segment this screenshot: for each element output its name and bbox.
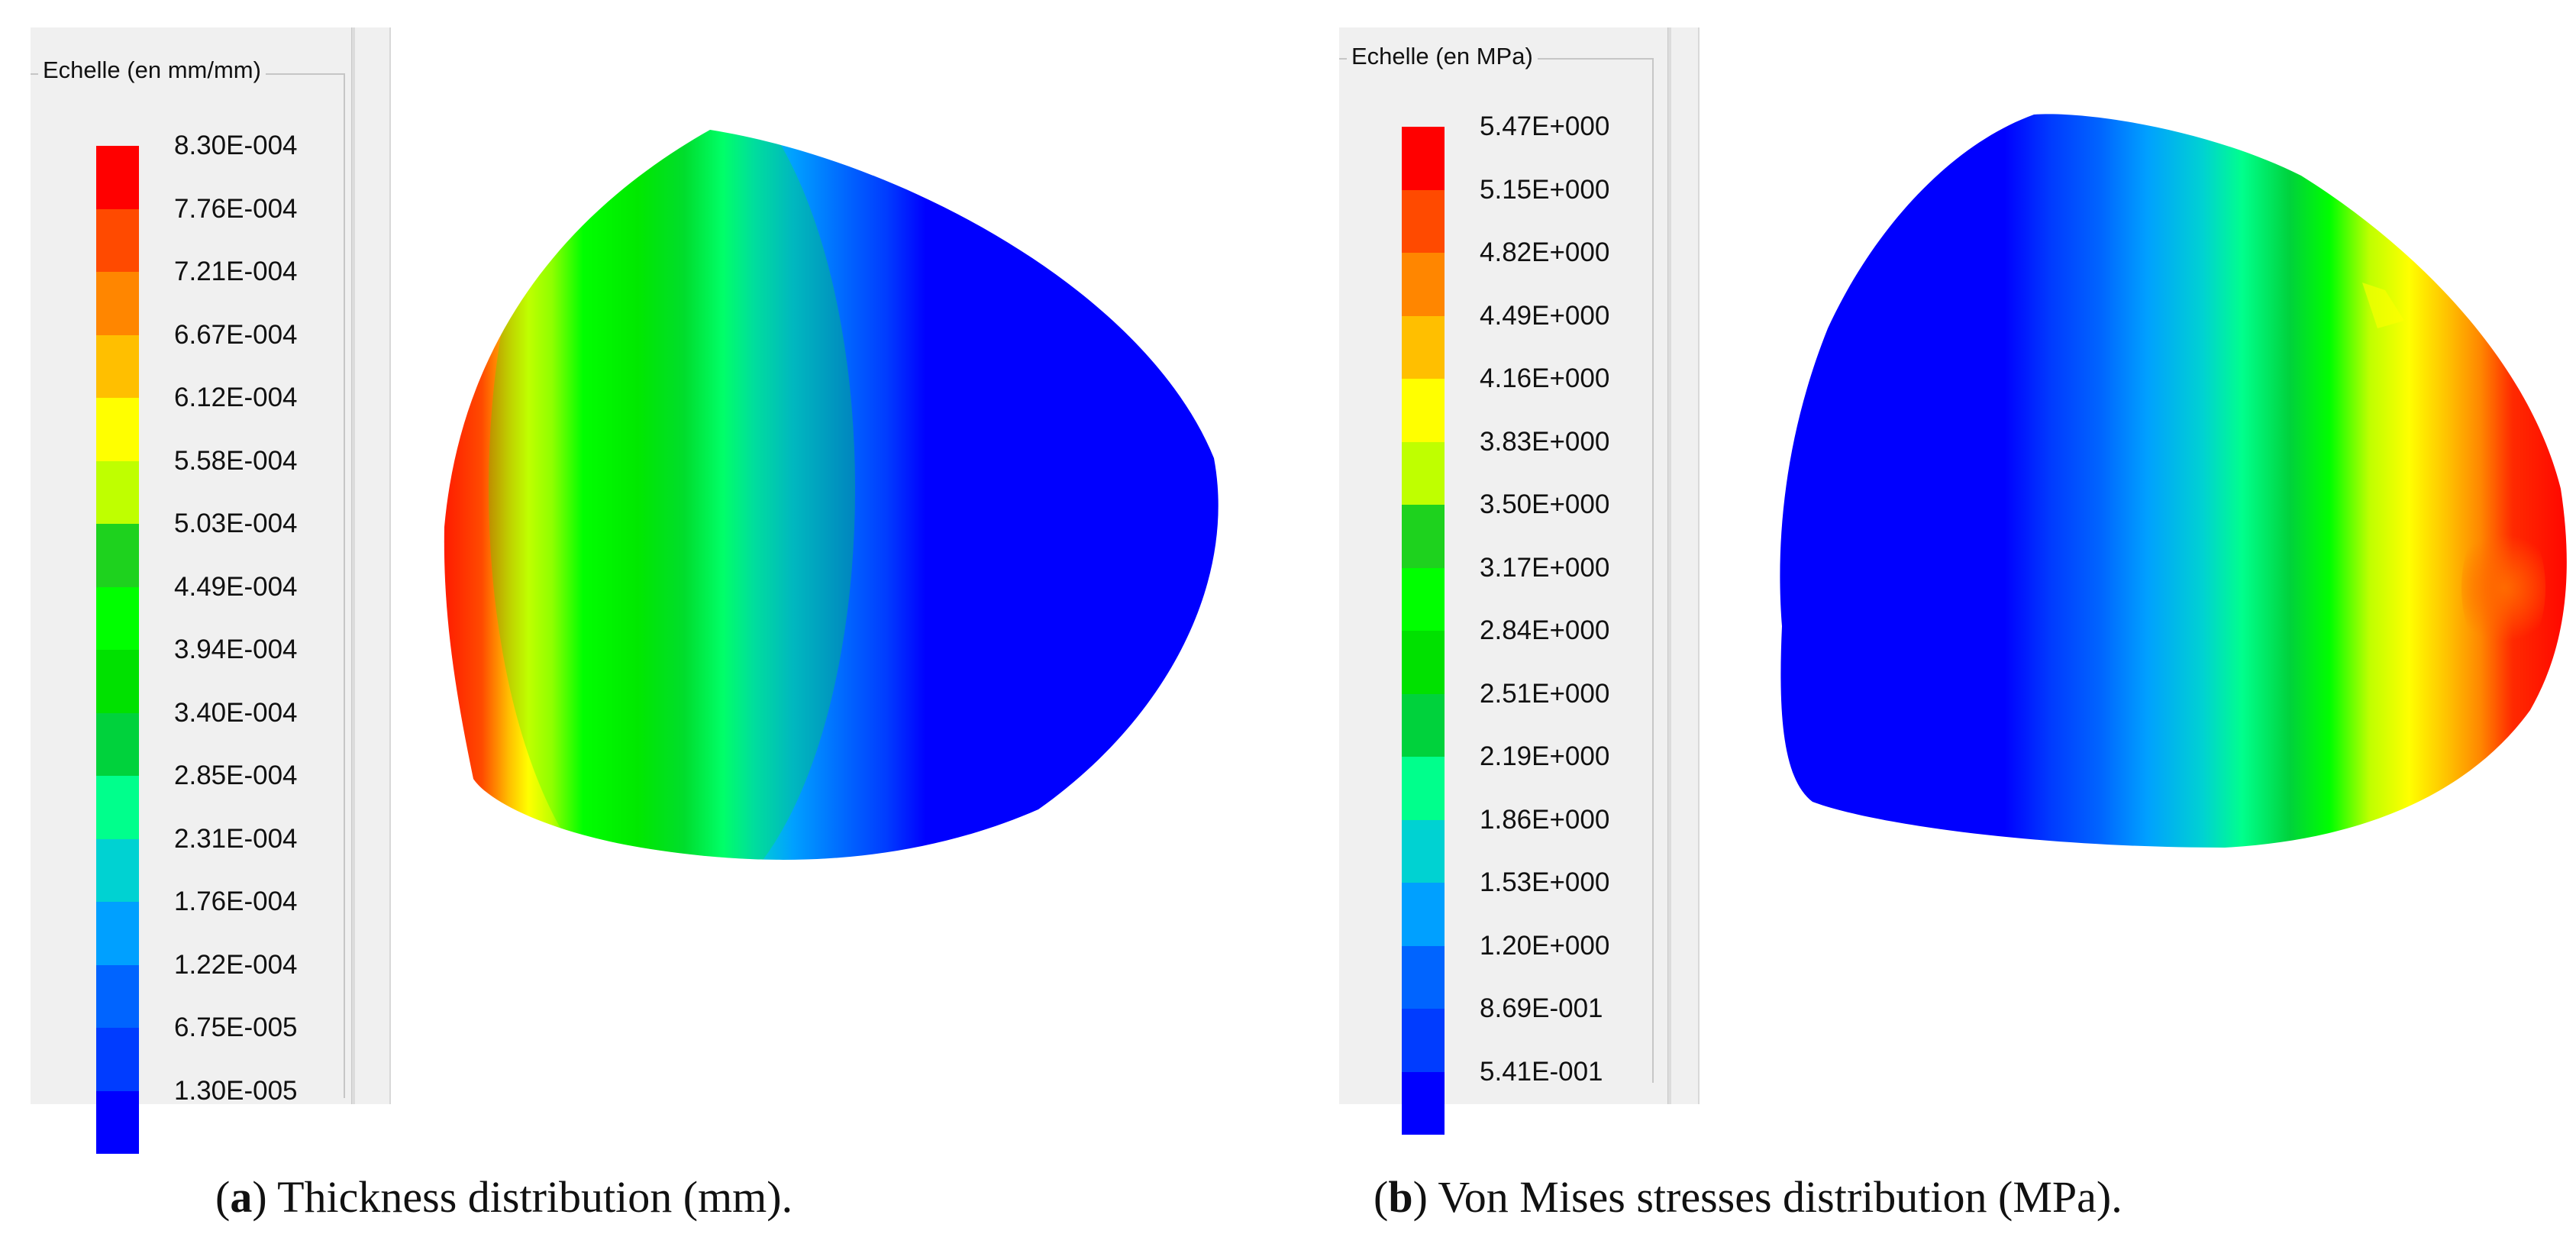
legend-swatch <box>1402 441 1445 505</box>
panel-von-mises: Echelle (en MPa) 5.47E+000 5.15E+000 4.82E… <box>1339 0 2567 1250</box>
legend-label: 1.22E-004 <box>174 949 298 980</box>
legend-title: Echelle (en mm/mm) <box>38 57 266 84</box>
legend-swatch <box>1402 379 1445 442</box>
sidebar-divider[interactable] <box>1667 27 1671 1104</box>
legend-label: 5.58E-004 <box>174 445 298 476</box>
thickness-contour-plot <box>444 130 1219 860</box>
legend-swatch <box>96 146 139 209</box>
caption-b: (b) Von Mises stresses distribution (MPa… <box>1374 1172 2122 1222</box>
legend-label: 7.76E-004 <box>174 193 298 224</box>
legend-swatch <box>1402 189 1445 253</box>
von-mises-contour-plot <box>1780 114 2567 848</box>
legend-label: 3.50E+000 <box>1480 489 1610 519</box>
panel-thickness: Echelle (en mm/mm) 8.30E-004 7.76E-004 7.2… <box>0 0 1222 1250</box>
legend-swatch <box>1402 945 1445 1009</box>
legend-swatch <box>96 208 139 272</box>
legend-sidebar: Echelle (en mm/mm) 8.30E-004 7.76E-004 7.2… <box>31 27 391 1154</box>
legend-swatch <box>1402 315 1445 379</box>
legend-swatch <box>1402 631 1445 694</box>
legend-label: 2.51E+000 <box>1480 678 1610 709</box>
thickness-shape <box>444 130 1219 860</box>
caption-text: Thickness distribution (mm). <box>277 1172 793 1222</box>
legend-swatch <box>96 334 139 398</box>
legend-label: 2.19E+000 <box>1480 741 1610 771</box>
legend-label: 6.12E-004 <box>174 383 298 412</box>
legend-swatch <box>96 524 139 587</box>
legend-swatch <box>96 398 139 461</box>
legend-swatch <box>96 902 139 965</box>
legend-label: 4.82E+000 <box>1480 237 1610 267</box>
legend-title: Echelle (en MPa) <box>1347 43 1538 70</box>
legend-label: 2.85E-004 <box>174 761 298 790</box>
legend-label: 6.67E-004 <box>174 319 298 350</box>
legend-swatch <box>96 1028 139 1091</box>
legend-swatch <box>1402 567 1445 631</box>
legend-label: 2.84E+000 <box>1480 615 1610 645</box>
caption-letter: a <box>230 1172 253 1222</box>
legend-label: 6.75E-005 <box>174 1013 298 1042</box>
legend-swatch <box>96 460 139 524</box>
legend-label: 1.30E-005 <box>174 1075 298 1106</box>
legend-label: 5.15E+000 <box>1480 174 1610 205</box>
legend-label: 4.49E+000 <box>1480 300 1610 331</box>
legend-swatch <box>1402 693 1445 757</box>
legend-swatch <box>1402 127 1445 190</box>
legend-label: 5.47E+000 <box>1480 111 1610 141</box>
legend-swatch <box>1402 1071 1445 1135</box>
legend-swatch <box>96 650 139 713</box>
legend-swatch <box>1402 883 1445 946</box>
legend-label: 1.53E+000 <box>1480 867 1610 897</box>
legend-label: 4.49E-004 <box>174 571 298 602</box>
legend-swatch <box>96 272 139 335</box>
legend-label: 1.20E+000 <box>1480 930 1610 961</box>
legend-label: 8.69E-001 <box>1480 993 1603 1023</box>
legend-label: 1.76E-004 <box>174 887 298 916</box>
legend-label: 3.94E-004 <box>174 635 298 664</box>
legend-swatch <box>96 1090 139 1154</box>
legend-swatch <box>1402 757 1445 820</box>
legend-label: 5.41E-001 <box>1480 1056 1603 1087</box>
legend-swatch <box>1402 1009 1445 1072</box>
legend-swatch <box>1402 505 1445 568</box>
legend-label: 5.03E-004 <box>174 509 298 538</box>
legend-label: 3.40E-004 <box>174 697 298 728</box>
legend-label: 3.83E+000 <box>1480 426 1610 457</box>
legend-label: 7.21E-004 <box>174 257 298 286</box>
legend-label: 3.17E+000 <box>1480 552 1610 583</box>
legend-swatch <box>1402 253 1445 316</box>
legend-swatch <box>96 776 139 839</box>
legend-label: 2.31E-004 <box>174 823 298 854</box>
legend-sidebar: Echelle (en MPa) 5.47E+000 5.15E+000 4.82E… <box>1339 27 1700 1135</box>
legend-label: 8.30E-004 <box>174 131 298 160</box>
sidebar-divider[interactable] <box>351 27 355 1104</box>
legend-swatch <box>96 964 139 1028</box>
caption-letter: b <box>1388 1172 1413 1222</box>
caption-a: (a) Thickness distribution (mm). <box>215 1172 793 1222</box>
legend-swatch <box>1402 819 1445 883</box>
legend-swatch <box>96 712 139 776</box>
legend-label: 4.16E+000 <box>1480 363 1610 393</box>
caption-text: Von Mises stresses distribution (MPa). <box>1438 1172 2122 1222</box>
legend-swatch <box>96 838 139 902</box>
von-mises-shape <box>1780 114 2567 848</box>
legend-label: 1.86E+000 <box>1480 804 1610 835</box>
legend-swatch <box>96 586 139 650</box>
